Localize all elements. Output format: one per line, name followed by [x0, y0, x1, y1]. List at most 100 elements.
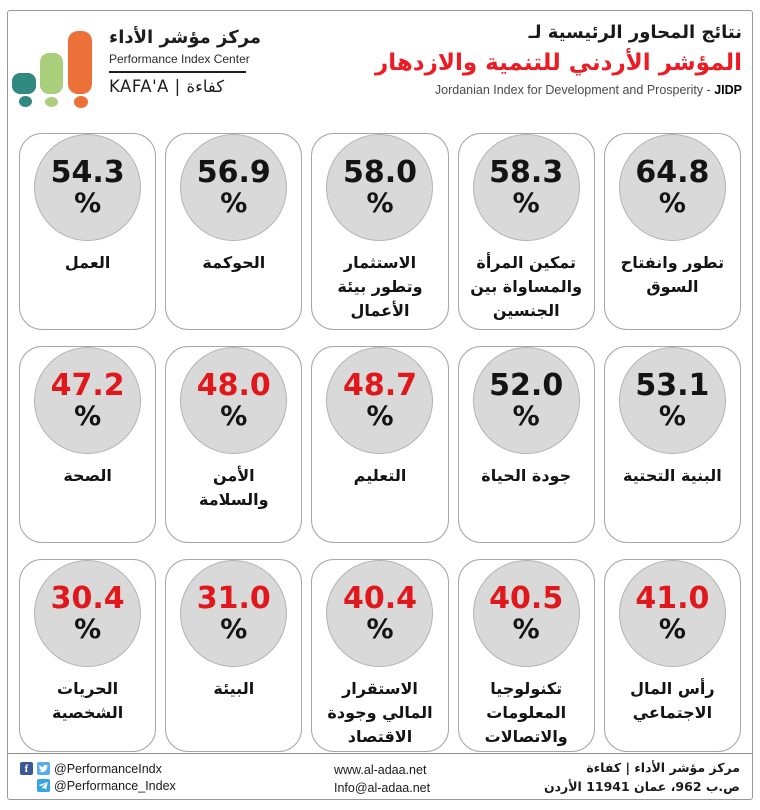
kpi-circle: 48.7 % [326, 347, 434, 454]
kpi-circle: 56.9 % [180, 134, 288, 241]
kpi-label: تطور وانفتاح السوق [620, 253, 725, 296]
kpi-unit: % [658, 188, 686, 220]
kpi-card-social-capital: 41.0 % رأس المال الاجتماعي [603, 559, 741, 752]
kpi-value: 54.3 [50, 154, 125, 190]
kpi-card-personal-freedoms: 30.4 % الحريات الشخصية [19, 559, 157, 752]
twitter-icon[interactable] [37, 762, 50, 775]
logo-bar-orange [68, 31, 92, 94]
kpi-circle: 53.1 % [618, 347, 726, 454]
kpi-unit: % [74, 188, 102, 220]
social-handle-1[interactable]: @PerformanceIndx [54, 761, 162, 776]
kpi-unit: % [220, 401, 248, 433]
kpi-card-security-safety: 48.0 % الأمن والسلامة [165, 346, 303, 543]
kpi-value: 52.0 [489, 367, 564, 403]
contact-urls: www.al-adaa.net Info@al-adaa.net [334, 761, 430, 797]
footer: f @PerformanceIndx @Performance_Index ww… [8, 753, 752, 799]
kpi-unit: % [512, 401, 540, 433]
kpi-value: 40.5 [489, 580, 564, 616]
kpi-unit: % [512, 614, 540, 646]
kpi-card-work: 54.3 % العمل [19, 133, 157, 330]
kpi-card-ict: 40.5 % تكنولوجيا المعلومات والاتصالات [457, 559, 595, 752]
logo-org-name-arabic: مركز مؤشر الأداء [109, 27, 262, 48]
kpi-label: رأس المال الاجتماعي [630, 679, 715, 722]
kpi-card-financial-stability: 40.4 % الاستقرار المالي وجودة الاقتصاد [311, 559, 449, 752]
kpi-card-education: 48.7 % التعليم [311, 346, 449, 543]
website-url[interactable]: www.al-adaa.net [334, 763, 427, 777]
kpi-value: 58.0 [342, 154, 417, 190]
kpi-value: 40.4 [342, 580, 417, 616]
kpi-card-health: 47.2 % الصحة [19, 346, 157, 543]
footer-address-block: مركز مؤشر الأداء | كفاءة ص.ب 962، عمان 1… [544, 759, 740, 797]
kpi-value: 53.1 [635, 367, 710, 403]
kpi-unit: % [220, 188, 248, 220]
email-address[interactable]: Info@al-adaa.net [334, 781, 431, 796]
logo-text-block: مركز مؤشر الأداء Performance Index Cente… [109, 20, 261, 109]
kpi-label: الأمن والسلامة [199, 466, 269, 509]
kpi-value: 58.3 [489, 154, 564, 190]
kpi-card-governance: 56.9 % الحوكمة [165, 133, 303, 330]
kpi-label: الصحة [63, 466, 112, 485]
kpi-value: 30.4 [50, 580, 125, 616]
logo-dot-orange [74, 96, 88, 108]
social-row-2: @Performance_Index [20, 777, 176, 794]
kpi-label: الاستقرار المالي وجودة الاقتصاد [327, 679, 433, 746]
kafaa-logo: مركز مؤشر الأداء Performance Index Cente… [12, 20, 261, 109]
kpi-circle: 41.0 % [618, 560, 726, 667]
kpi-unit: % [658, 401, 686, 433]
bar-chart-logo-icon [12, 31, 98, 109]
kpi-value: 56.9 [196, 154, 271, 190]
kpi-circle: 30.4 % [34, 560, 142, 667]
kpi-label: الحوكمة [202, 253, 266, 272]
kpi-circle: 31.0 % [180, 560, 288, 667]
kpi-value: 64.8 [635, 154, 710, 190]
footer-org-name: مركز مؤشر الأداء | كفاءة [586, 760, 740, 775]
kpi-value: 31.0 [196, 580, 271, 616]
report-subtitle: Jordanian Index for Development and Pros… [375, 83, 742, 97]
kpi-card-market-openness: 64.8 % تطور وانفتاح السوق [603, 133, 741, 330]
kpi-label: الاستثمار وتطور بيئة الأعمال [337, 253, 423, 320]
logo-divider [109, 71, 246, 73]
kpi-card-women-empowerment: 58.3 % تمكين المرأة والمساواة بين الجنسي… [457, 133, 595, 330]
report-title-block: نتائج المحاور الرئيسية لـ المؤشر الأردني… [375, 22, 742, 97]
kpi-circle: 47.2 % [34, 347, 142, 454]
kpi-card-quality-of-life: 52.0 % جودة الحياة [457, 346, 595, 543]
kpi-label: العمل [64, 253, 111, 272]
kpi-unit: % [74, 614, 102, 646]
kpi-circle: 40.4 % [326, 560, 434, 667]
footer-postal-address: ص.ب 962، عمان 11941 الأردن [543, 778, 740, 794]
kpi-label: البنية التحتية [623, 466, 722, 485]
kpi-card-infrastructure: 53.1 % البنية التحتية [603, 346, 741, 543]
kpi-circle: 40.5 % [472, 560, 580, 667]
kpi-unit: % [220, 614, 248, 646]
kpi-label: التعليم [353, 466, 407, 485]
kpi-unit: % [512, 188, 540, 220]
kpi-label: البيئة [213, 679, 255, 698]
kpi-value: 47.2 [50, 367, 125, 403]
kpi-circle: 64.8 % [618, 134, 726, 241]
kpi-unit: % [74, 401, 102, 433]
facebook-icon[interactable]: f [20, 762, 33, 775]
report-title-intro: نتائج المحاور الرئيسية لـ [528, 22, 742, 43]
logo-org-name-english: Performance Index Center [109, 52, 250, 66]
kpi-circle: 48.0 % [180, 347, 288, 454]
logo-dot-teal [19, 96, 32, 107]
kpi-value: 41.0 [635, 580, 710, 616]
telegram-icon[interactable] [37, 779, 50, 792]
social-handle-2[interactable]: @Performance_Index [54, 778, 176, 793]
social-links: f @PerformanceIndx @Performance_Index [20, 760, 176, 794]
logo-brand-kafaa: KAFA'A | كفاءة [109, 77, 225, 96]
logo-dot-green [45, 97, 58, 107]
kpi-circle: 54.3 % [34, 134, 142, 241]
kpi-unit: % [366, 401, 394, 433]
kpi-value: 48.7 [342, 367, 417, 403]
report-subtitle-english: Jordanian Index for Development and Pros… [434, 83, 715, 97]
kpi-circle: 58.3 % [472, 134, 580, 241]
kpi-card-investment: 58.0 % الاستثمار وتطور بيئة الأعمال [311, 133, 449, 330]
logo-bar-teal [12, 73, 36, 94]
infographic-frame: مركز مؤشر الأداء Performance Index Cente… [7, 10, 753, 800]
kpi-unit: % [658, 614, 686, 646]
report-subtitle-abbr: JIDP [714, 83, 742, 97]
report-title-main: المؤشر الأردني للتنمية والازدهار [374, 50, 742, 76]
kpi-circle: 58.0 % [326, 134, 434, 241]
kpi-label: جودة الحياة [481, 466, 572, 485]
